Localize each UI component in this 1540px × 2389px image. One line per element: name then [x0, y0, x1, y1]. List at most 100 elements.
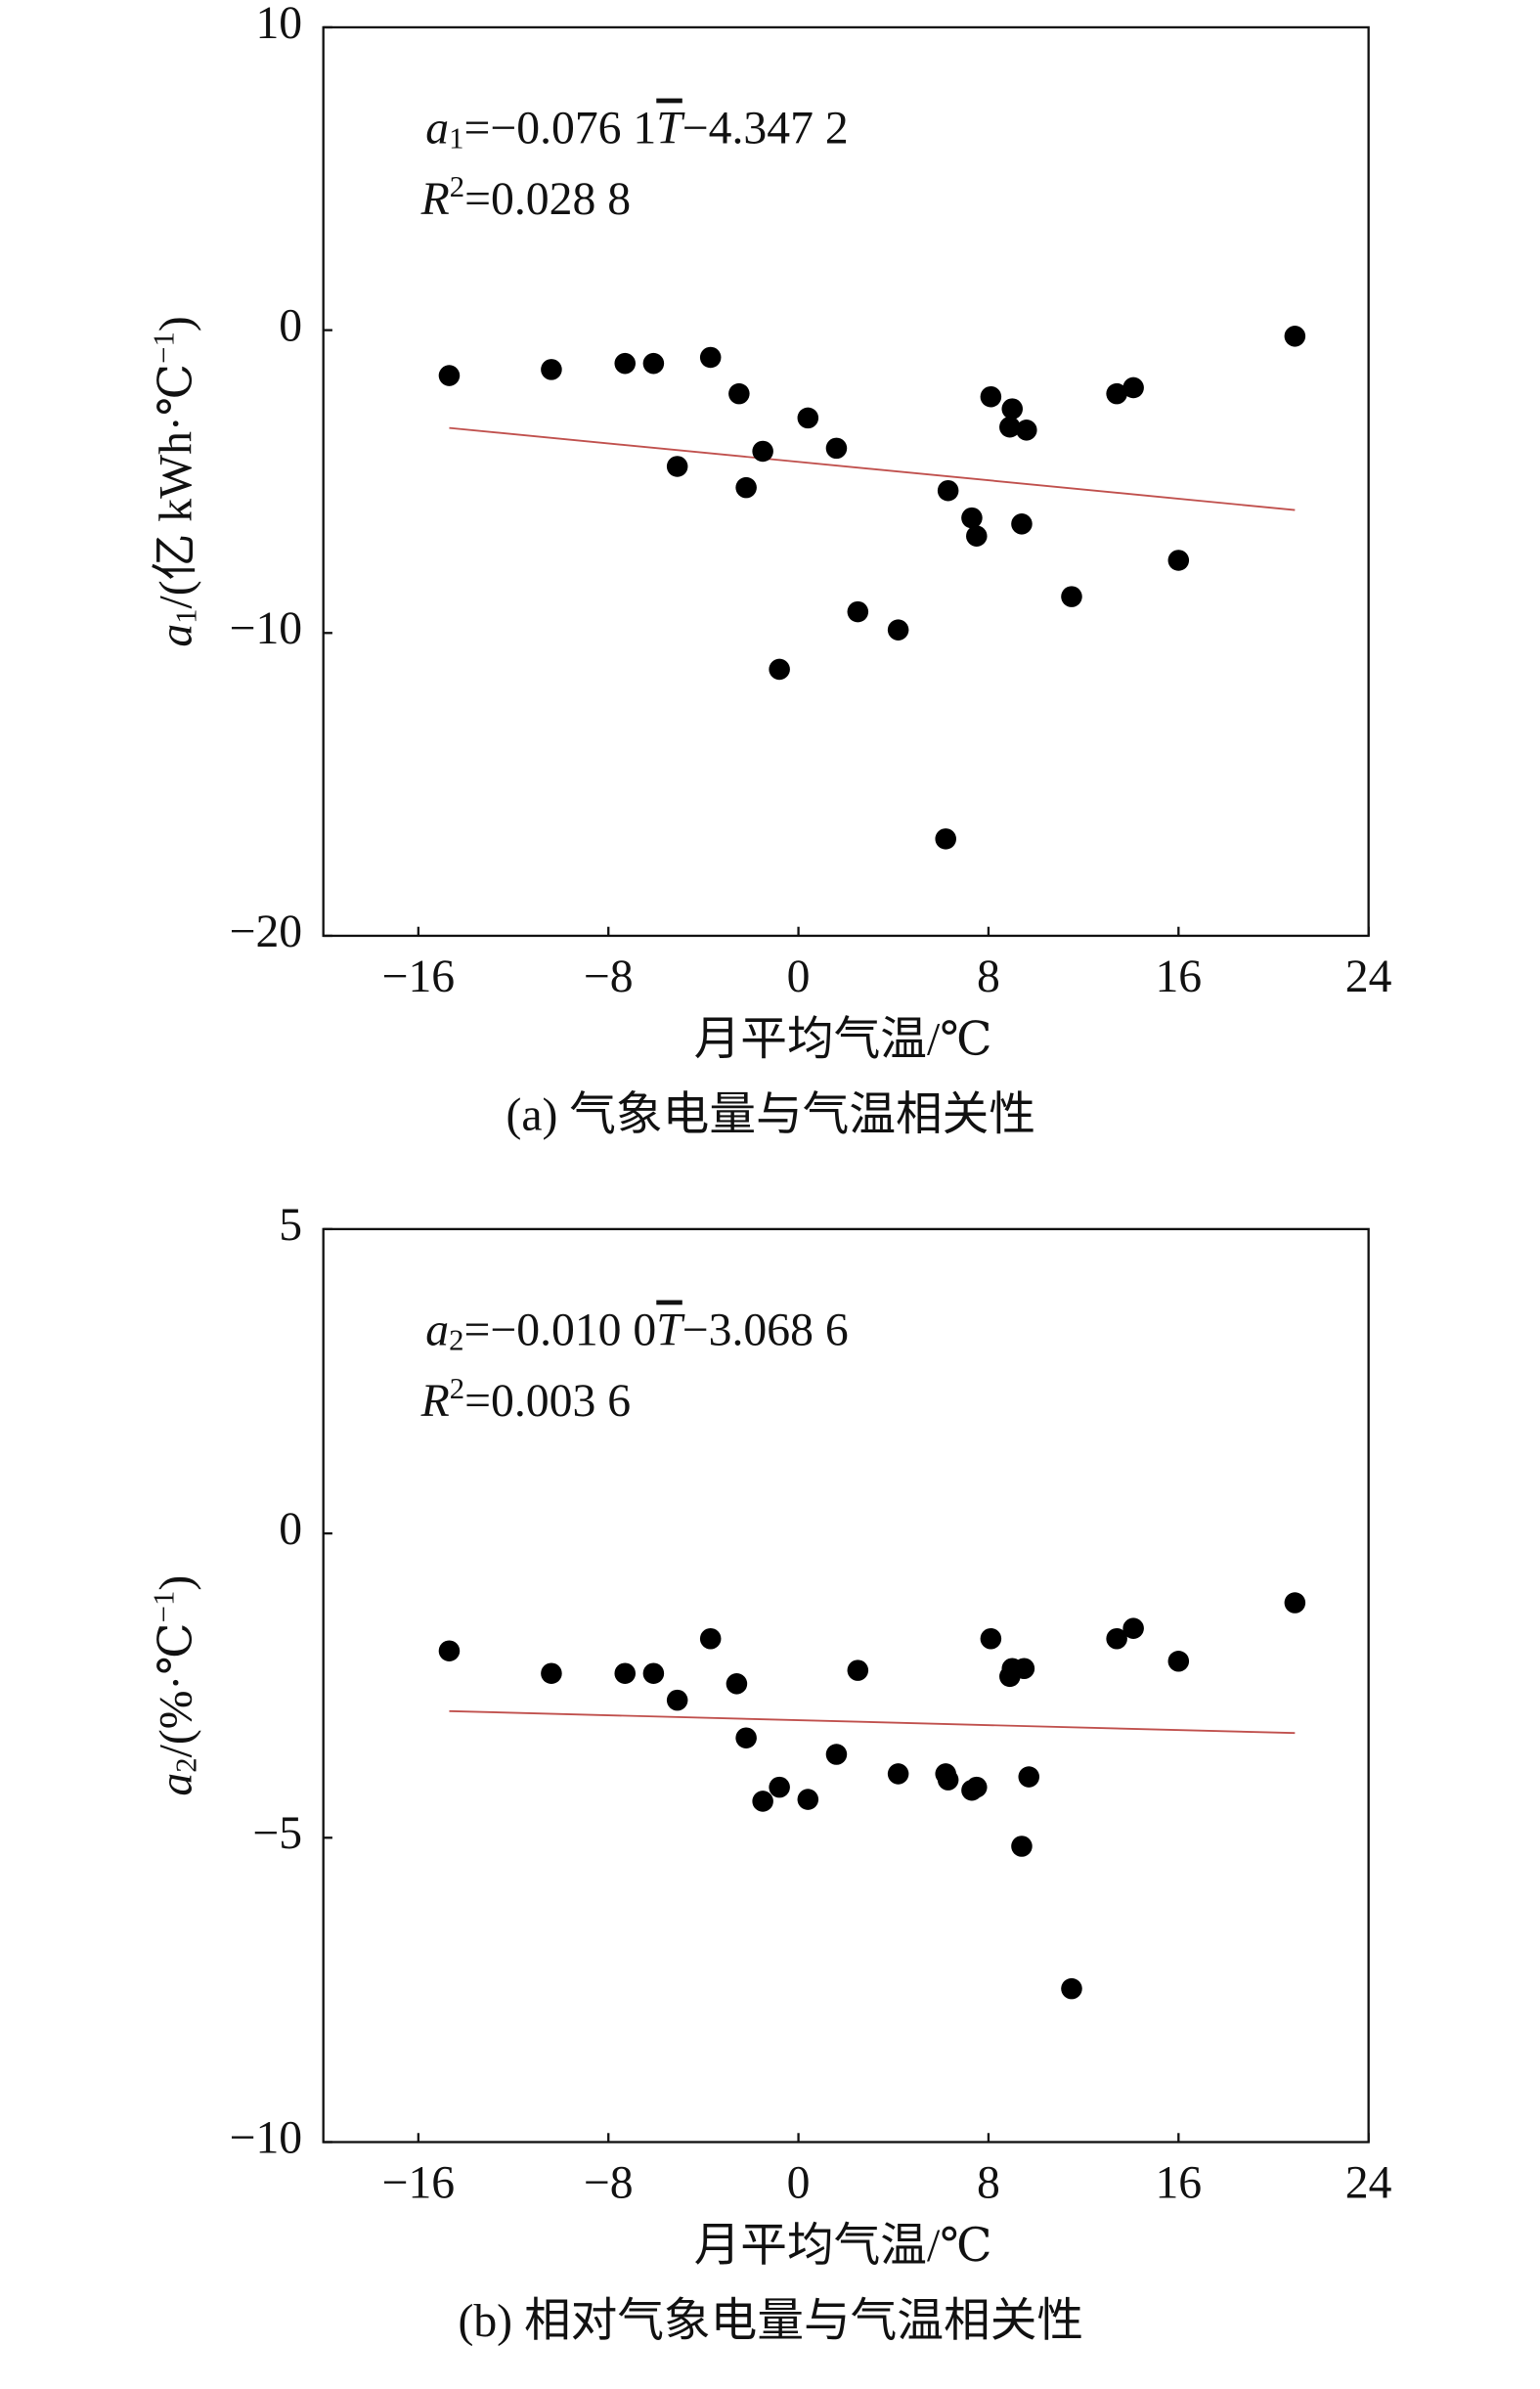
data-point [735, 476, 757, 499]
data-point [666, 1689, 688, 1711]
text-part: =−0.010 0 [463, 1305, 656, 1355]
data-point [937, 1769, 959, 1791]
y-tick-label: −5 [252, 1808, 302, 1859]
x-tick-label: 16 [1155, 951, 1202, 1002]
data-point [1011, 1836, 1033, 1857]
x-axis-label: 月平均气温/℃ [694, 2221, 992, 2272]
text-part: a [152, 1773, 202, 1796]
equation: a2=−0.010 0T−3.068 6 [425, 1305, 848, 1356]
text-part: 2 [449, 1324, 463, 1357]
data-point [980, 385, 1002, 408]
text-part: 2 [170, 1757, 203, 1772]
x-tick-label: −16 [382, 951, 456, 1002]
plot-frame [322, 25, 1370, 938]
data-point [699, 346, 722, 369]
data-point [438, 1640, 461, 1661]
data-point [728, 382, 750, 405]
data-point [1284, 326, 1306, 347]
data-point [980, 1627, 1002, 1650]
y-tick-label: 0 [279, 1504, 302, 1555]
data-point [1122, 1617, 1144, 1639]
x-tick-label: 0 [787, 951, 811, 1002]
trend-line [449, 426, 1296, 511]
data-point [752, 1791, 773, 1812]
data-point [438, 365, 461, 386]
r-squared: R2=0.028 8 [420, 170, 631, 225]
data-point [642, 1662, 665, 1685]
data-point [1167, 1651, 1190, 1672]
caption: (b) 相对气象电量与气温相关性 [458, 2296, 1083, 2347]
data-point [847, 1659, 869, 1681]
data-point [614, 1662, 636, 1685]
data-point [1284, 1592, 1306, 1614]
data-point [642, 352, 665, 375]
text-part: ) [152, 1575, 202, 1591]
text-part: −4.347 2 [682, 104, 849, 155]
data-point [1106, 382, 1127, 405]
data-point [699, 1627, 722, 1650]
text-part: T [656, 1305, 685, 1355]
data-point [1001, 398, 1024, 420]
x-tick-label: 8 [977, 951, 1000, 1002]
data-point [935, 828, 956, 850]
x-tick-label: 8 [977, 2158, 1000, 2209]
data-point [752, 440, 773, 463]
data-point [887, 619, 909, 641]
text-part: −3.068 6 [682, 1305, 849, 1355]
data-point [1106, 1627, 1127, 1650]
data-point [1018, 1766, 1040, 1788]
text-part: −1 [148, 332, 181, 364]
plot-frame [322, 1227, 1370, 2144]
data-point [966, 1776, 988, 1798]
data-point [769, 1776, 790, 1798]
r-squared: R2=0.003 6 [420, 1372, 631, 1427]
text-part: 2 [450, 170, 464, 203]
data-point [1016, 420, 1037, 441]
text-part: ) [152, 316, 202, 332]
text-part: R [420, 1376, 450, 1427]
data-point [1061, 1977, 1082, 2000]
data-point [614, 352, 636, 375]
text-part: =0.003 6 [464, 1376, 631, 1427]
data-point [726, 1673, 748, 1695]
data-point [769, 658, 790, 681]
y-axis-label: a2/(%·℃−1) [148, 1575, 203, 1796]
data-point [825, 1744, 848, 1765]
y-tick-label: 10 [255, 0, 302, 49]
text-part: 2 [450, 1372, 464, 1405]
data-point [1013, 1658, 1035, 1680]
text-part: /(亿 kWh·℃ [152, 364, 202, 609]
x-tick-label: −8 [584, 951, 634, 1002]
text-part: 1 [170, 608, 203, 623]
data-point [1061, 586, 1082, 607]
text-part: /(%·℃ [152, 1622, 202, 1757]
text-part: =0.028 8 [464, 174, 631, 225]
data-point [999, 416, 1021, 438]
y-tick-label: 0 [279, 301, 302, 352]
text-part: T [656, 104, 685, 155]
x-tick-label: 16 [1155, 2158, 1202, 2209]
data-point [825, 437, 848, 460]
data-point [966, 525, 988, 547]
data-point [541, 1662, 562, 1685]
x-tick-label: 24 [1345, 951, 1392, 1002]
x-tick-label: −8 [584, 2158, 634, 2209]
data-point [735, 1727, 757, 1748]
data-point [666, 456, 688, 477]
text-part: a [425, 1305, 449, 1355]
x-tick-label: −16 [382, 2158, 456, 2209]
text-part: =−0.076 1 [463, 104, 656, 155]
trend-line [449, 1709, 1296, 1735]
data-point [797, 407, 819, 429]
y-axis-label: a1/(亿 kWh·℃−1) [148, 316, 203, 646]
data-point [937, 479, 959, 502]
data-point [1011, 513, 1033, 535]
y-tick-label: −10 [230, 2112, 303, 2163]
equation: a1=−0.076 1T−4.347 2 [425, 104, 848, 155]
data-point [1167, 550, 1190, 571]
data-point [541, 359, 562, 380]
y-tick-label: 5 [279, 1200, 302, 1251]
x-axis-label: 月平均气温/℃ [694, 1015, 992, 1066]
x-tick-label: 0 [787, 2158, 811, 2209]
